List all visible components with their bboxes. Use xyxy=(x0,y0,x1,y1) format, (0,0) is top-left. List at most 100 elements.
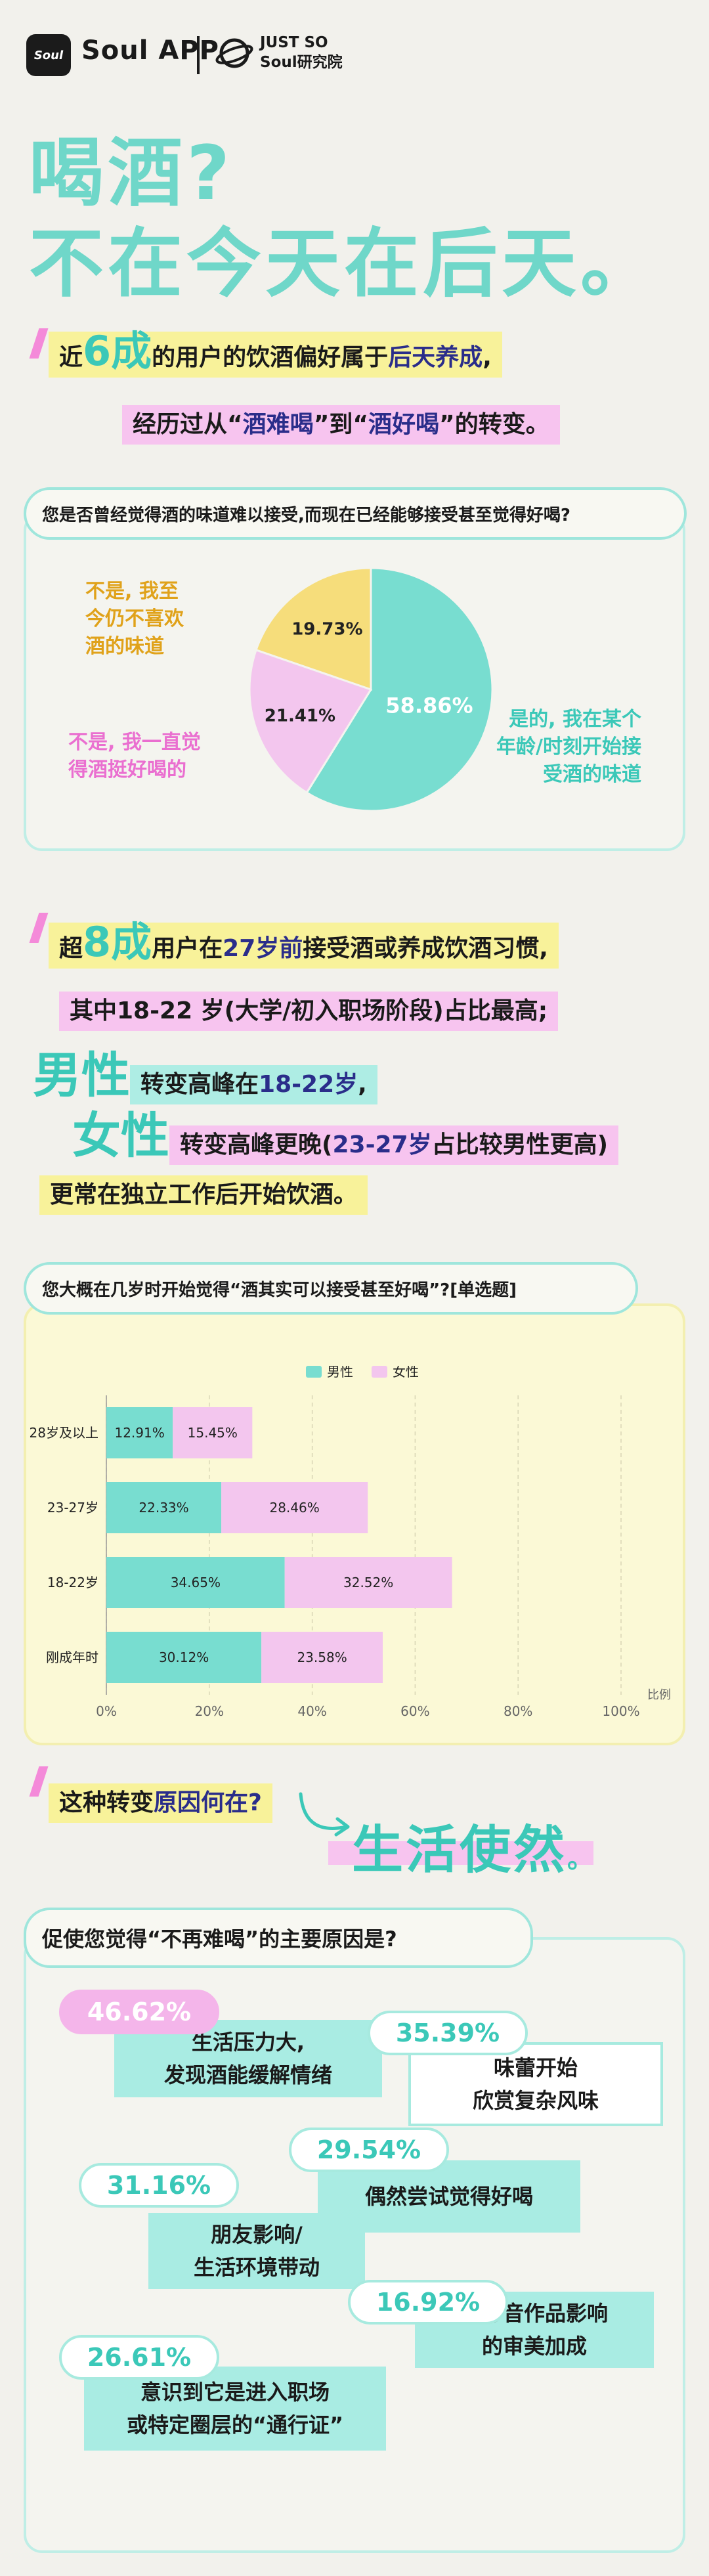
curved-arrow-icon xyxy=(299,1792,350,1837)
reason-text: 朋友影响/ xyxy=(211,2222,303,2247)
pie-slice xyxy=(255,567,372,691)
reason-text: 的审美加成 xyxy=(481,2334,587,2359)
bar-segment xyxy=(106,1557,285,1608)
bar-value-label: 15.45% xyxy=(188,1425,238,1441)
pie-label-line: 不是, 我一直觉 xyxy=(68,731,201,754)
logo-glyph: Soul xyxy=(33,48,64,62)
reason-pct: 35.39% xyxy=(368,2011,528,2055)
quote-accent xyxy=(29,328,49,359)
reason-text: 生活压力大, xyxy=(191,2030,305,2055)
answer-highlight xyxy=(328,1841,593,1865)
reasons-question-text: 促使您觉得“不再难喝”的主要原因是? xyxy=(42,1927,397,1952)
intro-text: , xyxy=(483,344,492,371)
x-tick-label: 40% xyxy=(297,1703,326,1719)
category-label: 23-27岁 xyxy=(47,1500,98,1516)
partner-line-1: JUST SO xyxy=(260,34,328,51)
bar-value-label: 30.12% xyxy=(159,1649,209,1665)
bar-segment xyxy=(106,1407,173,1458)
reason-pct: 16.92% xyxy=(348,2280,508,2325)
reason-card: 意识到它是进入职场 或特定圈层的“通行证” xyxy=(84,2367,386,2451)
pie-label-yes: 是的, 我在某个 年龄/时刻开始接 受酒的味道 xyxy=(496,706,641,789)
reason-pct: 31.16% xyxy=(79,2163,239,2208)
x-axis-label: 比例 xyxy=(647,1688,671,1702)
intro-text: ”到“ xyxy=(313,411,369,438)
legend-swatch xyxy=(306,1366,322,1378)
cause-question: 这种转变原因何在? xyxy=(49,1783,272,1823)
answer-words: 生活使然 xyxy=(352,1821,568,1880)
reason-card: 朋友影响/生活环境带动 xyxy=(148,2213,365,2289)
reason-text: 意识到它是进入职场 xyxy=(140,2380,330,2405)
pie-question: 您是否曾经觉得酒的味道难以接受,而现在已经能够接受甚至觉得好喝? xyxy=(24,487,687,540)
reason-pct: 46.62% xyxy=(59,1990,219,2034)
pie-label-always: 不是, 我一直觉 得酒挺好喝的 xyxy=(68,729,201,784)
pie-slice xyxy=(305,567,494,812)
x-tick-label: 20% xyxy=(195,1703,224,1719)
bar-segment xyxy=(106,1482,222,1533)
cause-question-bg: 这种转变原因何在? xyxy=(49,1783,272,1823)
bar-value-label: 28.46% xyxy=(269,1500,319,1516)
x-tick-label: 100% xyxy=(602,1703,639,1719)
x-tick-label: 60% xyxy=(400,1703,429,1719)
legend-label: 女性 xyxy=(393,1366,419,1380)
age-line-1: 超8成用户在27岁前接受酒或养成饮酒习惯, xyxy=(49,922,559,969)
reason-card: 味蕾开始 欣赏复杂风味 xyxy=(408,2042,663,2126)
headline-line-1: 喝酒? xyxy=(29,129,234,217)
pie-slice xyxy=(248,648,373,795)
legend-label: 男性 xyxy=(327,1366,353,1380)
age-stat: 8成 xyxy=(83,918,152,966)
age-line-5-text: 更常在独立工作后开始饮酒。 xyxy=(39,1175,368,1215)
reason-pct: 29.54% xyxy=(289,2128,449,2172)
intro-text: 近 xyxy=(59,344,83,371)
answer-dot: 。 xyxy=(567,1844,597,1874)
intro-line-1: 近6成的用户的饮酒偏好属于后天养成, xyxy=(49,331,502,378)
pie-label-line: 受酒的味道 xyxy=(542,763,641,786)
age-line-5: 更常在独立工作后开始饮酒。 xyxy=(39,1175,368,1215)
pie-chart: 58.86% 21.41% 19.73% xyxy=(248,567,494,812)
pie-label-line: 年龄/时刻开始接 xyxy=(496,735,641,758)
reason-text: 或特定圈层的“通行证” xyxy=(126,2412,344,2437)
x-tick-label: 0% xyxy=(96,1703,117,1719)
category-label: 28岁及以上 xyxy=(30,1425,98,1441)
age-line-2: 其中18-22 岁(大学/初入职场阶段)占比最高; xyxy=(59,992,559,1031)
category-label: 刚成年时 xyxy=(46,1649,98,1665)
age-text: 用户在 xyxy=(152,935,223,962)
cause-emphasis: 原因何在? xyxy=(154,1789,262,1816)
age-emphasis: 27岁前 xyxy=(223,935,303,962)
age-line-4-bg: 转变高峰更晚(23-27岁占比较男性更高) xyxy=(169,1125,619,1165)
age-emphasis: 23-27岁 xyxy=(332,1131,432,1158)
reason-text: 发现酒能缓解情绪 xyxy=(163,2063,332,2087)
age-emphasis: 18-22岁 xyxy=(259,1071,358,1098)
pie-label-line: 是的, 我在某个 xyxy=(509,708,641,731)
pie-question-text: 您是否曾经觉得酒的味道难以接受,而现在已经能够接受甚至觉得好喝? xyxy=(42,505,570,525)
age-line-3-bg: 转变高峰在18-22岁, xyxy=(130,1065,377,1104)
bar-chart: 男性 女性 0% 20% 40% 60% 80% 100% 比例 28岁及以上 12.91% 15.4… xyxy=(30,1366,671,1719)
bar-value-label: 23.58% xyxy=(297,1649,347,1665)
reasons-question: 促使您觉得“不再难喝”的主要原因是? xyxy=(24,1908,533,1968)
legend-swatch xyxy=(372,1366,387,1378)
bar-segment xyxy=(221,1482,368,1533)
bar-value-label: 12.91% xyxy=(114,1425,164,1441)
intro-text: ”的转变。 xyxy=(439,411,549,438)
pie-slice-label: 19.73% xyxy=(291,620,362,640)
answer-text: 生活使然。 xyxy=(352,1809,596,1883)
pie-label-line: 不是, 我至 xyxy=(85,580,179,603)
intro-emphasis: 酒难喝 xyxy=(242,411,314,438)
age-line-4: 女性 转变高峰更晚(23-27岁占比较男性更高) xyxy=(72,1112,619,1165)
age-text: 占比较男性更高) xyxy=(431,1131,609,1158)
age-text: 超 xyxy=(59,935,83,962)
pie-label-line: 今仍不喜欢 xyxy=(85,607,184,630)
bar-value-label: 32.52% xyxy=(343,1575,393,1590)
x-tick-label: 80% xyxy=(504,1703,532,1719)
intro-line-2-bg: 经历过从“酒难喝”到“酒好喝”的转变。 xyxy=(122,405,560,445)
intro-line-1-bg: 近6成的用户的饮酒偏好属于后天养成, xyxy=(49,331,502,378)
pie-label-line: 得酒挺好喝的 xyxy=(68,758,186,781)
intro-text: 的用户的饮酒偏好属于 xyxy=(152,344,389,371)
age-line-1-bg: 超8成用户在27岁前接受酒或养成饮酒习惯, xyxy=(49,922,559,969)
quote-accent xyxy=(29,1766,49,1797)
reason-text: 欣赏复杂风味 xyxy=(472,2088,599,2113)
header-divider xyxy=(197,36,200,74)
category-label: 18-22岁 xyxy=(47,1575,98,1590)
partner-logo-text: JUST SO Soul研究院 xyxy=(260,33,343,72)
justso-planet-icon xyxy=(215,38,253,68)
age-text: 转变高峰在 xyxy=(140,1071,259,1098)
